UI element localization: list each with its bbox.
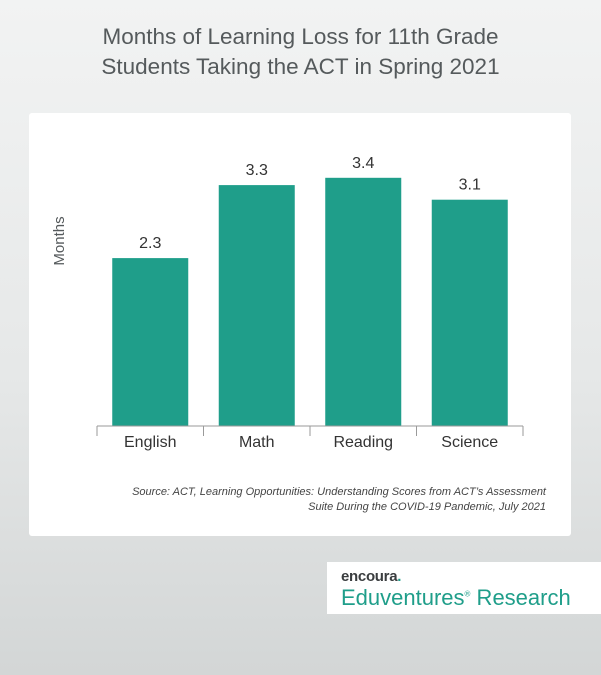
x-axis: English Math Reading Science [96, 425, 524, 451]
bar-reading [325, 177, 402, 426]
logo-subtitle-tail: Research [470, 585, 571, 610]
x-tick-label-science: Science [441, 434, 498, 451]
logo-registered-mark: ® [464, 589, 471, 599]
chart-title-line-2: Students Taking the ACT in Spring 2021 [101, 54, 500, 79]
source-line-2: Suite During the COVID-19 Pandemic, July… [308, 501, 546, 513]
x-tick-label-english: English [124, 434, 176, 451]
data-labels-group: 2.3 3.3 3.4 3.1 [139, 155, 481, 252]
logo-brand-mark: . [397, 568, 402, 585]
logo-subtitle-text: Eduventures [341, 585, 465, 610]
logo-subtitle: Eduventures® Research [341, 585, 571, 611]
source-note: Source: ACT, Learning Opportunities: Und… [76, 485, 546, 515]
x-tick-label-math: Math [239, 434, 275, 451]
bar-chart: 2.3 3.3 3.4 3.1 English Math Reading Science [96, 155, 524, 451]
eduventures-logo: encoura. Eduventures® Research [327, 562, 601, 614]
chart-title: Months of Learning Loss for 11th Grade S… [0, 22, 601, 82]
x-tick-label-reading: Reading [333, 434, 393, 451]
data-label-science: 3.1 [459, 177, 481, 194]
logo-brand: encoura. [341, 568, 401, 585]
data-label-reading: 3.4 [352, 155, 374, 172]
logo-brand-text: encoura [341, 568, 398, 585]
bar-english [112, 258, 189, 426]
data-label-math: 3.3 [246, 162, 268, 179]
y-axis-label-text: Months [51, 216, 68, 266]
source-line-1: Source: ACT, Learning Opportunities: Und… [132, 486, 546, 498]
bars-group [112, 177, 508, 426]
data-label-english: 2.3 [139, 235, 161, 252]
bar-science [431, 199, 508, 426]
chart-card: 2.3 3.3 3.4 3.1 English Math Reading Science M… [29, 113, 571, 536]
chart-title-line-1: Months of Learning Loss for 11th Grade [102, 24, 499, 49]
bar-math [218, 185, 295, 426]
